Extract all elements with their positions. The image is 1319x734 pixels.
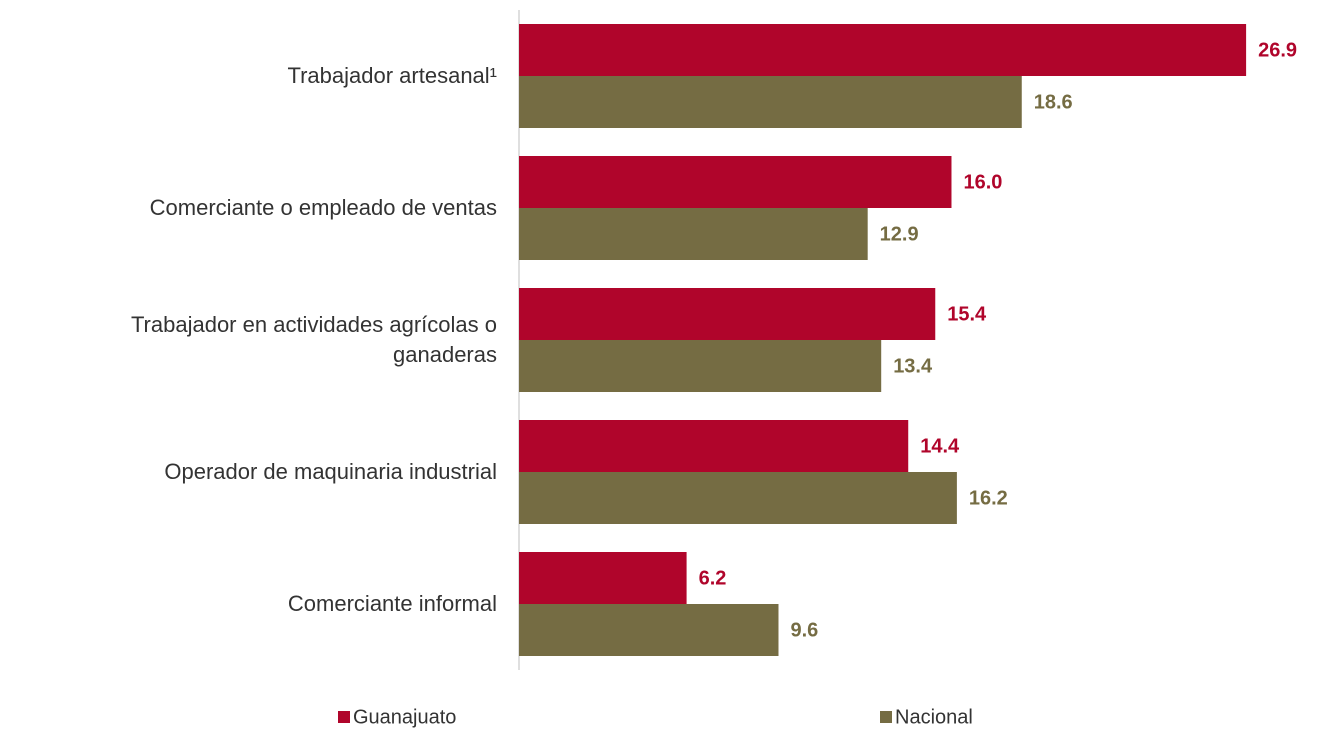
legend-swatch <box>338 711 350 723</box>
bar <box>519 24 1247 76</box>
legend-label: Guanajuato <box>353 706 456 728</box>
value-label: 14.4 <box>920 435 960 457</box>
value-label: 9.6 <box>790 619 818 641</box>
value-label: 13.4 <box>893 355 933 377</box>
value-label: 12.9 <box>880 223 919 245</box>
bar <box>519 552 687 604</box>
value-label: 6.2 <box>699 567 727 589</box>
value-label: 16.2 <box>969 487 1008 509</box>
bar <box>519 472 957 524</box>
bar <box>519 156 952 208</box>
bar <box>519 340 882 392</box>
bar <box>519 208 868 260</box>
bar <box>519 76 1022 128</box>
bar <box>519 420 909 472</box>
legend-label: Nacional <box>895 706 973 728</box>
category-label: Operador de maquinaria industrial <box>164 459 497 484</box>
value-label: 15.4 <box>947 303 987 325</box>
legend-swatch <box>880 711 892 723</box>
value-label: 18.6 <box>1034 91 1073 113</box>
value-label: 26.9 <box>1258 39 1297 61</box>
category-label: Comerciante informal <box>287 591 497 616</box>
value-label: 16.0 <box>963 171 1002 193</box>
category-label: Comerciante o empleado de ventas <box>149 195 497 220</box>
bar <box>519 288 936 340</box>
category-label: Trabajador artesanal¹ <box>287 63 497 88</box>
category-label: Trabajador en actividades agrícolas o ga… <box>130 312 497 367</box>
bar <box>519 604 779 656</box>
